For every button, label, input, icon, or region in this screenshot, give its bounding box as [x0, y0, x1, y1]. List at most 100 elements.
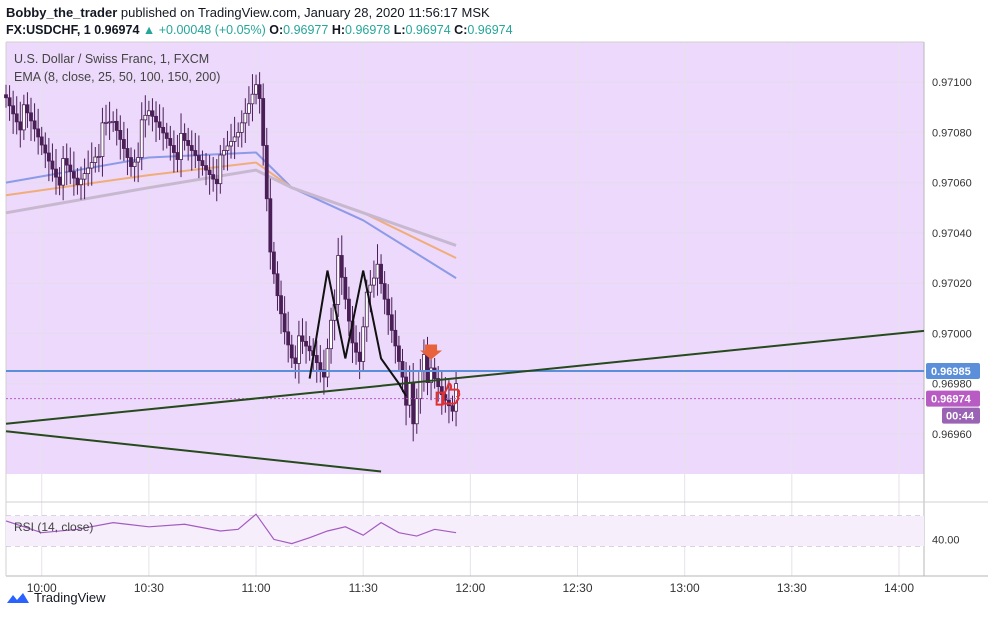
ema-legend[interactable]: EMA (8, close, 25, 50, 100, 150, 200)	[14, 70, 221, 84]
candle-body[interactable]	[414, 398, 419, 425]
candle-body[interactable]	[164, 132, 169, 139]
candle-body[interactable]	[18, 121, 23, 131]
candle-body[interactable]	[118, 130, 123, 140]
candle-body[interactable]	[179, 133, 183, 160]
candle-body[interactable]	[211, 174, 216, 180]
candle-body[interactable]	[7, 97, 12, 107]
candle-body[interactable]	[407, 382, 412, 406]
candle-body[interactable]	[297, 335, 301, 364]
candle-body[interactable]	[382, 283, 387, 300]
instrument-legend[interactable]: U.S. Dollar / Swiss Franc, 1, FXCM	[14, 52, 210, 66]
candle-body[interactable]	[43, 144, 48, 154]
candle-body[interactable]	[200, 160, 205, 166]
candle-body[interactable]	[54, 168, 58, 178]
candle-body[interactable]	[232, 136, 237, 142]
candle-body[interactable]	[304, 340, 308, 347]
candle-body[interactable]	[104, 121, 108, 124]
candle-body[interactable]	[436, 378, 441, 387]
candle-body[interactable]	[68, 164, 73, 172]
candle-body[interactable]	[225, 145, 230, 151]
candle-body[interactable]	[132, 161, 137, 167]
candle-body[interactable]	[171, 145, 176, 153]
candle-body[interactable]	[325, 348, 330, 378]
candle-body[interactable]	[229, 141, 233, 147]
candle-body[interactable]	[282, 313, 287, 333]
m-pattern-line[interactable]	[308, 270, 407, 397]
candle-body[interactable]	[361, 326, 366, 362]
candle-body[interactable]	[300, 335, 305, 342]
candle-body[interactable]	[450, 405, 455, 412]
horizontal-price-badge[interactable]: 0.96985	[931, 366, 971, 378]
candle-body[interactable]	[14, 113, 19, 123]
candle-body[interactable]	[375, 263, 380, 279]
candle-body[interactable]	[89, 162, 94, 169]
candle-body[interactable]	[121, 139, 126, 149]
last-price-badge[interactable]: 0.96974	[931, 394, 972, 406]
candle-body[interactable]	[4, 94, 8, 99]
candle-body[interactable]	[236, 132, 241, 138]
candle-body[interactable]	[168, 138, 173, 146]
candle-body[interactable]	[432, 367, 437, 379]
candle-body[interactable]	[29, 112, 33, 122]
candle-body[interactable]	[129, 157, 133, 167]
rsi-legend[interactable]: RSI (14, close)	[14, 520, 94, 534]
candle-body[interactable]	[82, 173, 87, 180]
candle-body[interactable]	[243, 112, 248, 124]
candle-body[interactable]	[347, 298, 351, 322]
candle-body[interactable]	[411, 382, 416, 425]
candle-body[interactable]	[397, 345, 401, 362]
candle-body[interactable]	[36, 128, 41, 138]
candle-body[interactable]	[250, 93, 255, 105]
candle-body[interactable]	[150, 110, 155, 117]
candle-body[interactable]	[111, 120, 116, 123]
candle-body[interactable]	[189, 145, 194, 151]
candle-body[interactable]	[125, 148, 130, 158]
candle-body[interactable]	[268, 198, 273, 253]
candle-body[interactable]	[418, 371, 423, 400]
ema-line[interactable]	[5, 151, 457, 279]
candle-body[interactable]	[139, 119, 144, 158]
candle-body[interactable]	[368, 284, 373, 293]
candle-body[interactable]	[21, 104, 26, 131]
candle-body[interactable]	[429, 367, 433, 383]
candle-body[interactable]	[143, 114, 148, 121]
candle-body[interactable]	[307, 345, 312, 352]
candle-body[interactable]	[357, 351, 362, 362]
candle-body[interactable]	[425, 354, 430, 383]
candle-body[interactable]	[279, 295, 283, 315]
candle-body[interactable]	[343, 276, 348, 300]
candle-body[interactable]	[372, 277, 376, 286]
candle-body[interactable]	[422, 354, 426, 372]
candle-body[interactable]	[79, 178, 83, 186]
candle-body[interactable]	[25, 104, 30, 114]
candle-body[interactable]	[286, 331, 291, 346]
candle-body[interactable]	[75, 177, 80, 186]
candle-body[interactable]	[46, 152, 51, 162]
candle-body[interactable]	[161, 126, 166, 134]
candle-body[interactable]	[239, 122, 244, 133]
rsi-line[interactable]	[5, 513, 457, 545]
candle-body[interactable]	[393, 329, 398, 347]
candle-body[interactable]	[32, 120, 37, 130]
candle-body[interactable]	[293, 357, 298, 364]
candle-body[interactable]	[64, 158, 69, 166]
candle-body[interactable]	[96, 156, 101, 158]
trendline[interactable]	[5, 329, 925, 425]
candle-body[interactable]	[386, 298, 391, 316]
candle-body[interactable]	[322, 369, 326, 378]
candle-body[interactable]	[57, 176, 62, 186]
candle-body[interactable]	[289, 344, 294, 359]
candle-body[interactable]	[261, 98, 266, 146]
candle-body[interactable]	[114, 120, 119, 131]
candle-body[interactable]	[314, 355, 319, 364]
candle-body[interactable]	[218, 154, 223, 185]
author-name[interactable]: Bobby_the_trader	[6, 5, 118, 20]
ema-line[interactable]	[5, 168, 457, 247]
candle-body[interactable]	[182, 133, 187, 141]
candle-body[interactable]	[100, 122, 105, 157]
candle-body[interactable]	[86, 167, 91, 175]
candle-body[interactable]	[214, 178, 219, 185]
candle-body[interactable]	[254, 84, 258, 95]
candle-body[interactable]	[389, 314, 394, 331]
ema-line[interactable]	[5, 161, 457, 259]
